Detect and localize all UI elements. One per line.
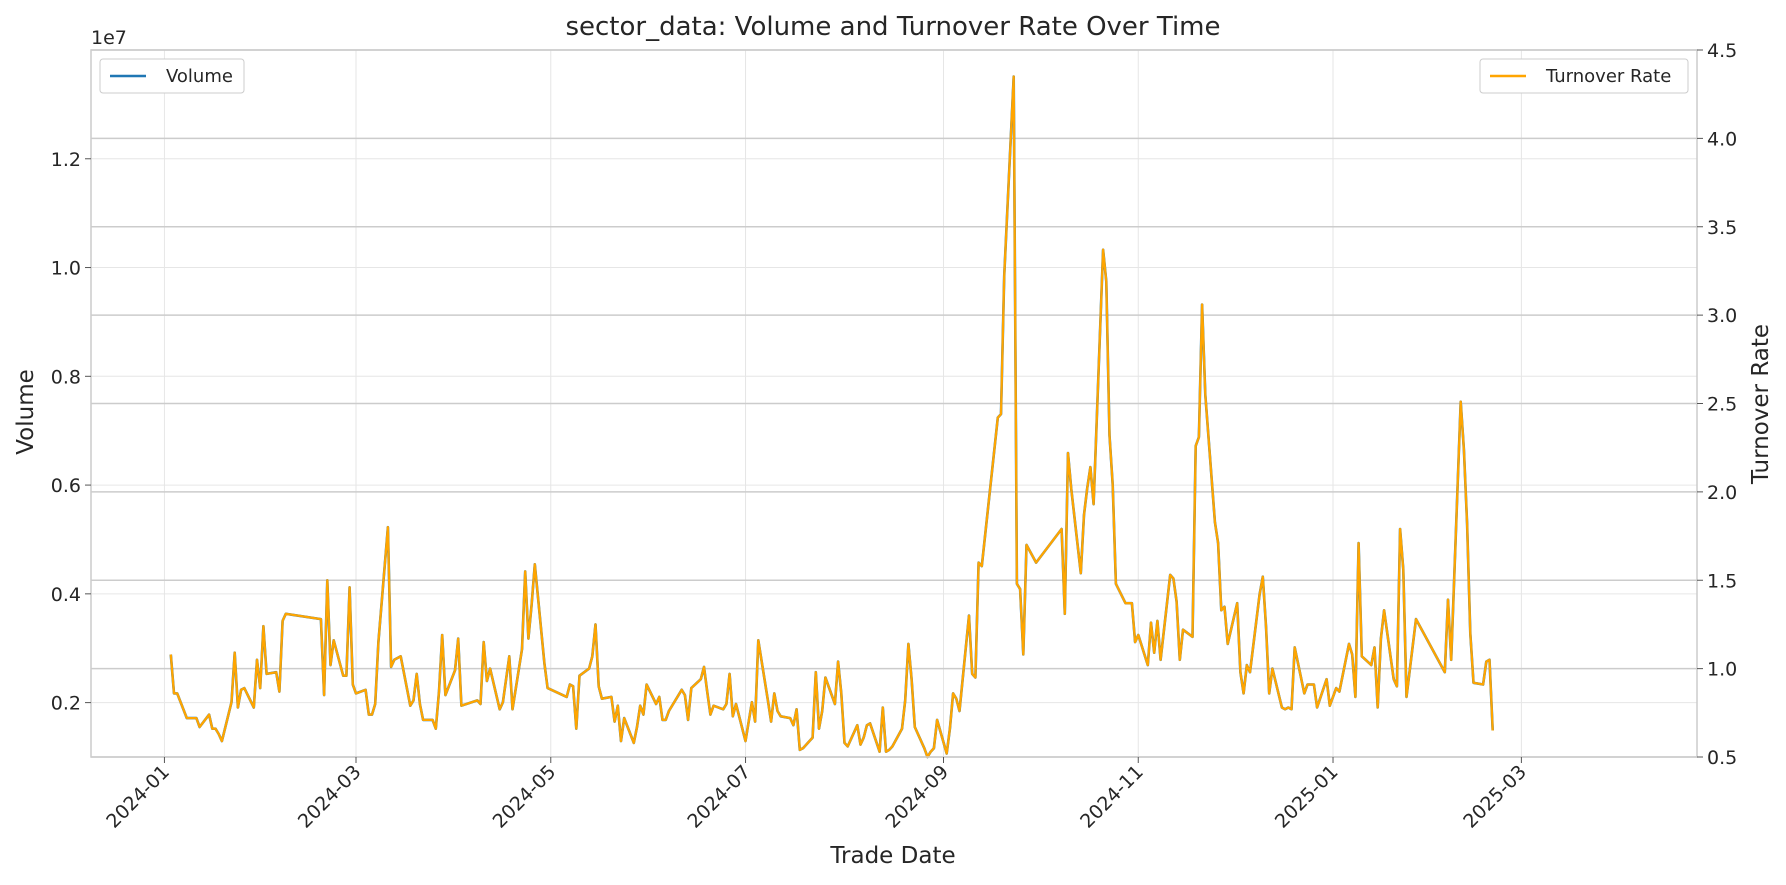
y-axis-title: Volume bbox=[13, 369, 39, 455]
series bbox=[169, 75, 1494, 759]
x-tick-label: 2024-07 bbox=[683, 761, 755, 833]
y-right-tick-label: 0.5 bbox=[1707, 747, 1737, 769]
offset-text: 1e7 bbox=[91, 27, 127, 49]
turnover-rate-line bbox=[169, 75, 1494, 759]
x-tick-label: 2024-05 bbox=[489, 761, 561, 833]
x-tick-label: 2024-01 bbox=[102, 761, 174, 833]
y-right-tick-label: 4.0 bbox=[1707, 128, 1737, 150]
y-right-tick-label: 1.5 bbox=[1707, 570, 1737, 592]
legends: Volume Turnover Rate bbox=[99, 58, 1689, 94]
x-axis-title: Trade Date bbox=[829, 843, 955, 869]
y-tick-label: 0.8 bbox=[51, 366, 81, 388]
y-right-tick-label: 3.5 bbox=[1707, 217, 1737, 239]
y-right-tick-label: 2.0 bbox=[1707, 482, 1737, 504]
y-tick-label: 1.2 bbox=[51, 149, 81, 171]
x-tick-label: 2025-01 bbox=[1271, 761, 1343, 833]
x-tick-label: 2024-03 bbox=[294, 761, 366, 833]
legend-volume-label: Volume bbox=[166, 66, 233, 87]
legend-turnover-rate-box bbox=[1479, 58, 1689, 94]
x-tick-label: 2024-09 bbox=[881, 761, 953, 833]
legend-volume-box bbox=[99, 58, 245, 94]
x-tick-label: 2024-11 bbox=[1076, 761, 1148, 833]
chart-title: sector_data: Volume and Turnover Rate Ov… bbox=[565, 12, 1220, 42]
y-right-tick-label: 4.5 bbox=[1707, 40, 1737, 62]
x-tick-label: 2025-03 bbox=[1459, 761, 1531, 833]
y-tick-label: 0.6 bbox=[51, 475, 81, 497]
y-right-tick-label: 1.0 bbox=[1707, 659, 1737, 681]
legend-turnover-rate-label: Turnover Rate bbox=[1545, 66, 1671, 87]
y-axis-right-title: Turnover Rate bbox=[1748, 324, 1774, 485]
legend-turnover-rate: Turnover Rate bbox=[1479, 58, 1689, 94]
y-right-tick-label: 3.0 bbox=[1707, 305, 1737, 327]
y-tick-label: 0.2 bbox=[51, 693, 81, 715]
y-tick-label: 1.0 bbox=[51, 258, 81, 280]
y-right-tick-label: 2.5 bbox=[1707, 394, 1737, 416]
y-tick-label: 0.4 bbox=[51, 584, 81, 606]
legend-volume: Volume bbox=[99, 58, 245, 94]
